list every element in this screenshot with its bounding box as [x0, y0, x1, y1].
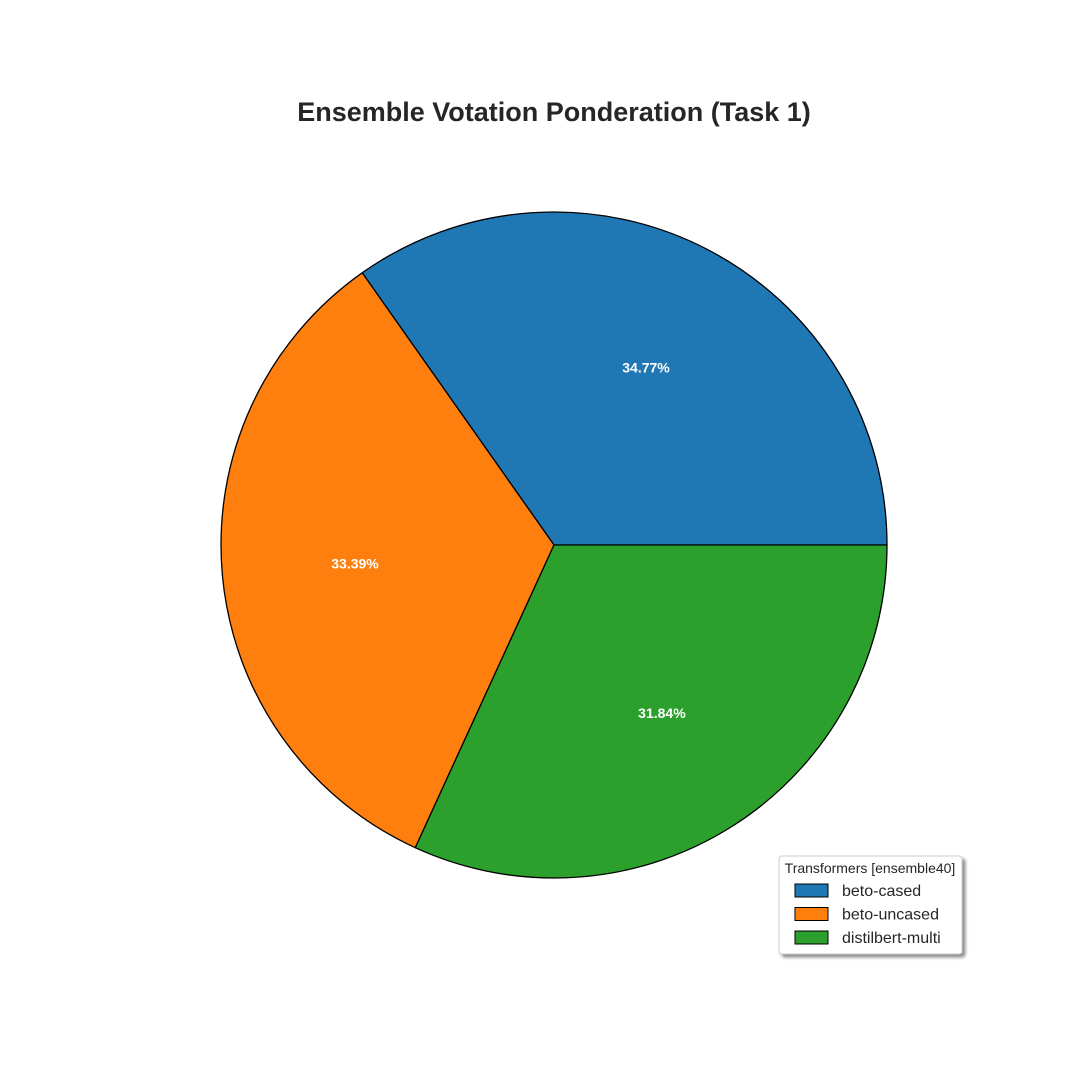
- slice-label-beto-uncased: 33.39%: [331, 555, 379, 571]
- legend-swatch-beto-uncased: [794, 907, 829, 921]
- legend-items: beto-cased beto-uncased distilbert-multi: [794, 883, 941, 947]
- slice-label-distilbert-multi: 31.84%: [638, 705, 686, 721]
- legend-label-beto-cased: beto-cased: [842, 883, 921, 900]
- legend-label-distilbert-multi: distilbert-multi: [842, 930, 941, 947]
- legend-swatch-distilbert-multi: [794, 930, 829, 945]
- pie-slice-distilbert-multi: [414, 544, 888, 879]
- pie-slices: [220, 211, 888, 879]
- chart-title: Ensemble Votation Ponderation (Task 1): [297, 97, 811, 127]
- legend-box: [778, 855, 963, 955]
- pie-slice-beto-cased: [361, 211, 888, 546]
- legend-title: Transformers [ensemble40]: [785, 860, 956, 876]
- pie-slice-beto-uncased: [220, 272, 555, 849]
- pie-slice-labels: 34.77% 33.39% 31.84%: [331, 360, 686, 722]
- legend-label-beto-uncased: beto-uncased: [842, 907, 939, 924]
- legend: Transformers [ensemble40] beto-casedbeto…: [778, 855, 963, 955]
- legend-swatch-beto-cased: [794, 883, 829, 898]
- slice-label-beto-cased: 34.77%: [622, 360, 670, 376]
